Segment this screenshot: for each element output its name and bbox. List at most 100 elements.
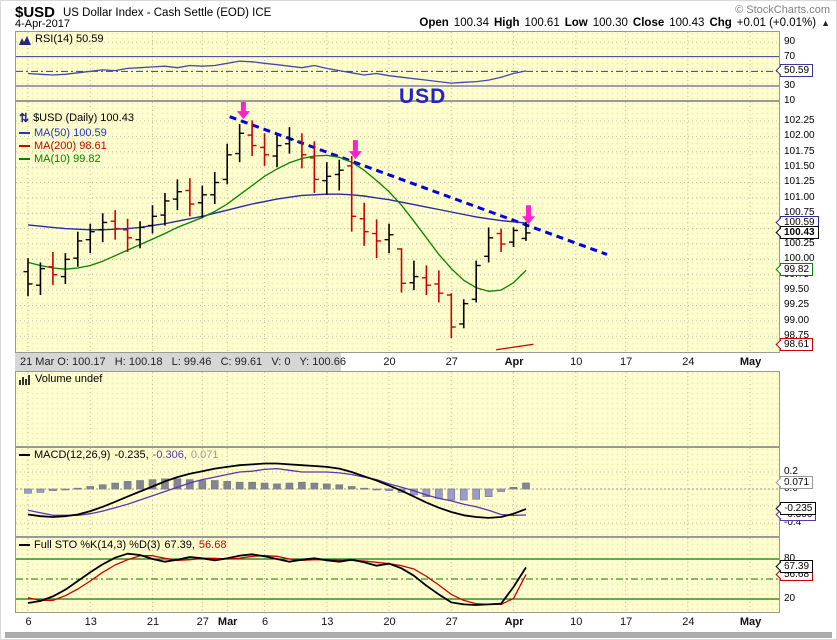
price-price-bubble: 100.43 [780,225,819,239]
price-chart [15,101,780,353]
ma200-swatch-icon [19,145,30,147]
rsi-reference-lines [16,41,779,101]
macd-price-bubble: -0.235 [780,501,817,515]
bottom-date-tick: 21 [146,616,160,628]
bottom-date-axis: 6 13 21 27 Mar 6 13 20 27 Apr 10 17 24 May [15,613,780,631]
chg-value: +0.01 (+0.01%) [736,17,817,29]
bottom-divider-bar [5,632,832,638]
sto-d-line [27,555,527,606]
symbol-label: $USD [15,4,56,21]
mid-date-tick: Apr [504,356,524,368]
high-value: 100.61 [524,17,560,29]
low-label: Low [564,17,588,29]
open-value: 100.34 [453,17,489,29]
sto-k-line [27,552,527,606]
low-value: 100.30 [592,17,628,29]
price-axis-label: 101.75 [784,145,815,157]
price-type-icon: ⇅ [19,111,30,125]
volume-legend: Volume undef [19,373,102,385]
ma50-legend-text: MA(50) 100.59 [34,127,107,139]
macd-price-bubble: 0.071 [780,475,814,489]
macd-axis-label: 0.2 [784,466,798,477]
price-axis-label: 101.50 [784,161,815,173]
macd-reference-lines [16,471,779,524]
stochastics-panel [15,537,780,613]
bottom-date-tick: 10 [570,616,583,628]
price-price-bubble: 98.61 [780,337,814,351]
price-bars [23,120,531,339]
bottom-date-tick: 6 [25,616,32,628]
sto-price-bubble: 67.39 [780,560,814,574]
bottom-date-tick: 13 [321,616,334,628]
rsi-axis-label: 90 [784,36,796,47]
macd-swatch-icon [19,454,30,456]
macd-legend: MACD(12,26,9) -0.235, -0.306, 0.071 [19,449,218,461]
quote-strip: Open 100.34 High 100.61 Low 100.30 Close… [419,17,830,29]
price-axis-label: 99.50 [784,284,810,296]
price-price-bubble: 99.82 [780,263,814,277]
rsi-legend-text: RSI(14) 50.59 [35,33,104,45]
ma200-legend: MA(200) 98.61 [19,140,107,152]
volume-legend-text: Volume undef [35,373,103,385]
rsi-price-bubble: 50.59 [780,63,814,77]
macd-legend-name: MACD(12,26,9) [34,449,111,461]
magenta-down-arrow-icon [236,101,250,120]
macd-chart [15,447,780,537]
price-axis-label: 101.00 [784,191,815,203]
high-label: High [493,17,520,29]
macd-axis-label: 0.0 [784,483,798,494]
rsi-axis-label: 70 [784,50,796,62]
bottom-date-tick: 24 [682,616,695,628]
ma50-line [27,193,527,231]
price-legend-text: $USD (Daily) 100.43 [33,112,134,124]
sto-value-2: 56.68 [198,539,227,551]
ma10-swatch-icon [19,158,30,160]
usd-annotation: USD [399,85,447,108]
sto-price-bubble: 56.68 [780,567,814,581]
sto-legend: Full STO %K(14,3) %D(3) 67.39, 56.68 [19,539,226,551]
magenta-down-arrow-icon [521,205,535,225]
volume-panel [15,371,780,447]
price-axis-label: 100.25 [784,237,815,249]
macd-histogram [24,478,530,501]
macd-value-2: -0.306, [152,449,187,461]
macd-price-bubble: -0.306 [780,508,817,521]
sto-axis-label: 20 [784,593,796,605]
rsi-axis-label: 10 [784,94,796,106]
down-arrow-annotations [236,101,535,225]
downtrend-line [229,115,608,256]
volume-chart [15,371,780,447]
mid-date-tick: May [739,356,762,368]
price-axis-label: 98.75 [784,330,810,342]
volume-indicator-icon [19,374,30,385]
bottom-date-tick: 27 [196,616,209,628]
grid-vertical [27,372,751,446]
copyright: © StockCharts.com [735,4,830,16]
open-label: Open [419,17,449,29]
ma50-legend: MA(50) 100.59 [19,127,107,139]
grid-vertical [27,538,751,612]
chart-date: 4-Apr-2017 [15,18,71,30]
bottom-date-tick: Apr [504,616,524,628]
rsi-legend: RSI(14) 50.59 [19,33,103,45]
price-price-bubble: 100.59 [780,216,819,230]
price-axis-label: 102.25 [784,114,815,126]
price-axis-label: 99.75 [784,268,810,280]
sto-axis-label: 80 [784,553,796,564]
magenta-down-arrow-icon [348,140,362,160]
price-axis-label: 100.00 [784,253,815,265]
macd-value-1: -0.235, [114,449,149,461]
macd-panel [15,447,780,537]
price-axis-label: 101.25 [784,176,815,188]
chart-title: US Dollar Index - Cash Settle (EOD) ICE [63,7,272,19]
price-legend-title: ⇅ $USD (Daily) 100.43 [19,111,134,125]
macd-line [27,462,527,519]
rsi-axis-label: 30 [784,79,796,91]
ma200-legend-text: MA(200) 98.61 [34,140,107,152]
mid-date-tick: 27 [445,356,458,368]
up-triangle-icon: ▲ [821,18,830,28]
price-axis-label: 99.00 [784,314,810,326]
price-axis-label: 99.25 [784,299,810,311]
bottom-date-tick: 17 [619,616,633,628]
